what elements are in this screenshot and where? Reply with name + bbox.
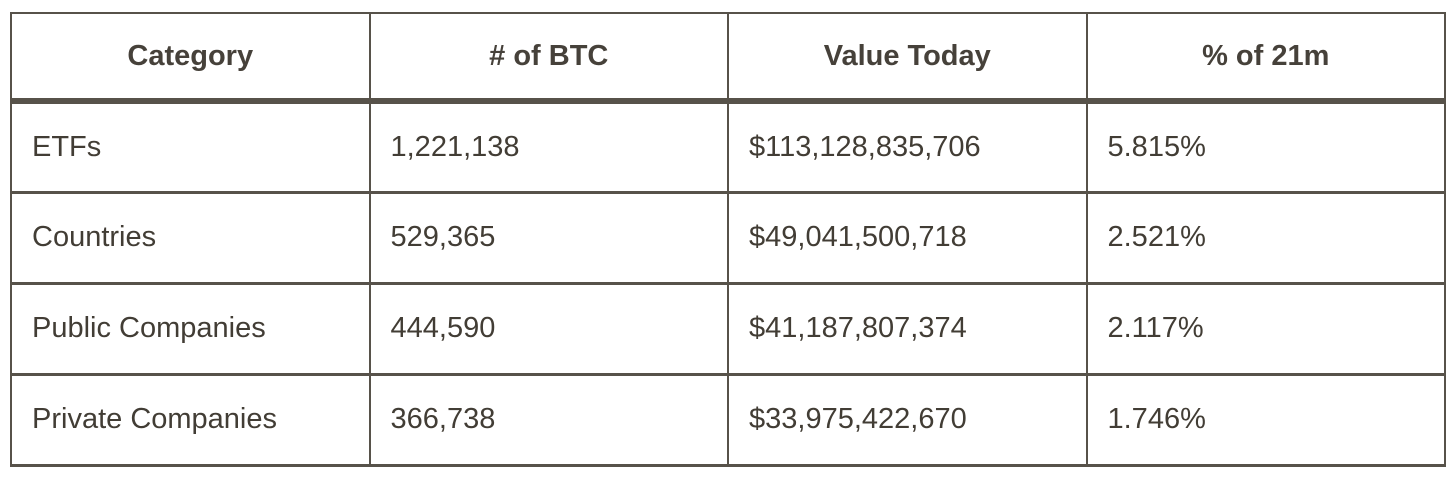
table-row: Countries 529,365 $49,041,500,718 2.521% (10, 190, 1446, 285)
cell-category: Private Companies (10, 372, 371, 468)
cell-category: ETFs (10, 99, 371, 194)
header-value-today: Value Today (727, 12, 1088, 104)
cell-value-today: $41,187,807,374 (727, 281, 1088, 376)
cell-value-today: $49,041,500,718 (727, 190, 1088, 285)
cell-pct-of-21m: 2.521% (1085, 190, 1446, 285)
cell-pct-of-21m: 2.117% (1085, 281, 1446, 376)
table-header: Category # of BTC Value Today % of 21m (10, 12, 1446, 104)
table-row: ETFs 1,221,138 $113,128,835,706 5.815% (10, 99, 1446, 194)
cell-value-today: $113,128,835,706 (727, 99, 1088, 194)
header-btc-count: # of BTC (368, 12, 729, 104)
table-row: Public Companies 444,590 $41,187,807,374… (10, 281, 1446, 376)
cell-btc-count: 1,221,138 (368, 99, 729, 194)
cell-value-today: $33,975,422,670 (727, 372, 1088, 468)
header-category: Category (10, 12, 371, 104)
cell-category: Public Companies (10, 281, 371, 376)
cell-category: Countries (10, 190, 371, 285)
header-row: Category # of BTC Value Today % of 21m (10, 12, 1446, 104)
header-pct-of-21m: % of 21m (1085, 12, 1446, 104)
btc-holdings-table: Category # of BTC Value Today % of 21m E… (10, 12, 1446, 468)
cell-pct-of-21m: 5.815% (1085, 99, 1446, 194)
table-body: ETFs 1,221,138 $113,128,835,706 5.815% C… (10, 99, 1446, 468)
cell-btc-count: 444,590 (368, 281, 729, 376)
cell-btc-count: 529,365 (368, 190, 729, 285)
cell-btc-count: 366,738 (368, 372, 729, 468)
table-row: Private Companies 366,738 $33,975,422,67… (10, 372, 1446, 468)
cell-pct-of-21m: 1.746% (1085, 372, 1446, 468)
